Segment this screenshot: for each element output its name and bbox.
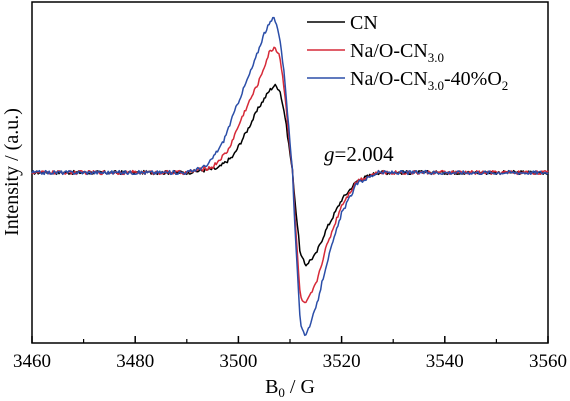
legend-label: Na/O-CN3.0	[350, 40, 444, 65]
legend-label: CN	[350, 12, 378, 34]
x-tick-label: 3520	[323, 351, 361, 372]
x-axis-title: B0 / G	[265, 376, 315, 400]
x-tick-label: 3500	[219, 351, 257, 372]
legend-label: Na/O-CN3.0-40%O2	[350, 68, 508, 93]
legend: CN Na/O-CN3.0 Na/O-CN3.0-40%O2	[307, 12, 508, 93]
x-tick-label: 3540	[426, 351, 464, 372]
x-axis-ticks: 3460 3480 3500 3520 3540 3560	[13, 336, 567, 372]
y-axis-title: Intensity / (a.u.)	[1, 108, 23, 236]
series-line	[31, 83, 549, 267]
g-value-annotation: g=2.004	[324, 142, 394, 166]
x-tick-label: 3560	[529, 351, 567, 372]
series-line	[31, 16, 549, 337]
x-tick-label: 3460	[13, 351, 51, 372]
x-tick-label: 3480	[116, 351, 154, 372]
plot-series	[31, 16, 549, 337]
